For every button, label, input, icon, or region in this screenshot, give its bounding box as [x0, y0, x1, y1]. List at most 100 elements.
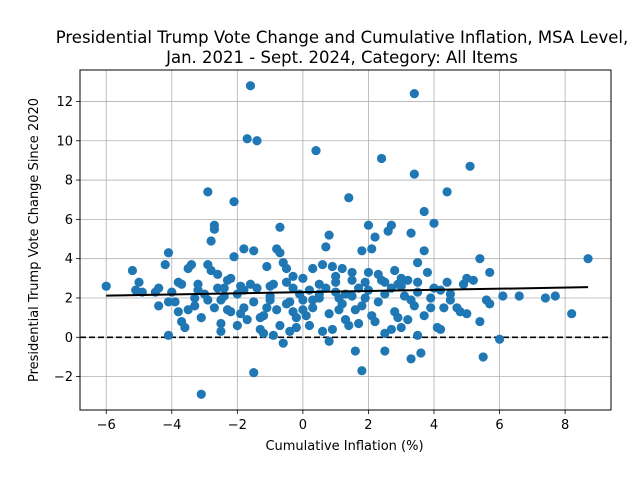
data-point: [396, 322, 406, 333]
data-point: [249, 297, 259, 307]
data-point: [327, 261, 337, 272]
data-point: [209, 303, 219, 313]
data-point: [357, 366, 367, 376]
data-point: [419, 311, 429, 321]
data-point: [344, 193, 354, 203]
y-tick-label: 0: [65, 331, 73, 346]
data-point: [406, 354, 416, 364]
data-point: [226, 307, 236, 317]
data-point: [324, 309, 334, 319]
data-point: [177, 279, 187, 289]
data-point: [567, 309, 577, 319]
data-point: [311, 145, 321, 156]
data-point: [347, 275, 357, 285]
data-point: [442, 187, 452, 197]
data-point: [334, 293, 344, 303]
y-tick-label: 10: [56, 134, 73, 149]
data-point: [134, 277, 144, 287]
chart-title-line-2: Jan. 2021 - Sept. 2024, Category: All It…: [165, 48, 518, 67]
x-tick-label: −2: [228, 418, 247, 433]
data-point: [308, 263, 318, 274]
data-point: [255, 324, 265, 335]
data-point: [229, 252, 239, 262]
data-point: [393, 279, 403, 289]
grid-lines: [80, 70, 611, 410]
data-point: [275, 320, 285, 331]
data-point: [403, 314, 413, 325]
data-point: [350, 346, 360, 356]
data-point: [455, 307, 465, 317]
data-point: [193, 279, 203, 289]
data-point: [409, 169, 419, 179]
data-point: [416, 348, 426, 358]
data-point: [272, 305, 282, 315]
y-tick-label: 12: [56, 95, 73, 110]
y-axis-label: Presidential Trump Vote Change Since 202…: [27, 98, 42, 382]
data-point: [435, 324, 446, 335]
data-point: [127, 265, 138, 276]
data-point: [426, 293, 436, 303]
data-point: [363, 267, 374, 278]
data-point: [390, 307, 400, 317]
y-axis-ticks: −2 0 2 4 6 8 10 12: [54, 95, 80, 385]
data-point: [252, 136, 262, 146]
data-point: [239, 303, 249, 313]
data-point: [465, 161, 475, 171]
data-point: [413, 258, 423, 268]
data-point: [154, 283, 164, 293]
data-point: [370, 316, 380, 327]
data-point: [288, 271, 298, 281]
data-point: [304, 285, 315, 295]
data-point: [347, 291, 357, 301]
data-point: [232, 320, 242, 331]
data-point: [252, 283, 262, 293]
data-point: [219, 283, 229, 293]
data-point: [468, 275, 478, 285]
data-point: [540, 293, 551, 303]
y-tick-label: 8: [65, 174, 73, 189]
data-point: [426, 303, 436, 313]
data-point: [173, 307, 183, 317]
data-point: [321, 242, 331, 252]
x-tick-label: 6: [495, 418, 503, 433]
data-point: [413, 287, 423, 297]
data-point: [170, 297, 180, 307]
data-point: [258, 311, 269, 321]
data-point: [265, 281, 275, 291]
y-tick-label: 2: [65, 291, 73, 306]
y-tick-label: 6: [65, 213, 73, 228]
data-point: [475, 316, 485, 327]
data-point: [494, 334, 505, 344]
data-point: [514, 291, 524, 301]
data-point: [485, 299, 495, 309]
data-point: [413, 277, 423, 287]
data-point: [386, 324, 396, 335]
chart-title-line-1: Presidential Trump Vote Change and Cumul…: [56, 28, 629, 47]
data-point: [390, 265, 400, 276]
data-point: [498, 291, 508, 301]
data-point: [206, 236, 216, 246]
data-point: [239, 244, 249, 254]
data-point: [419, 206, 429, 217]
data-point: [163, 330, 174, 340]
data-point: [262, 303, 272, 313]
data-point: [373, 297, 383, 307]
data-point: [281, 299, 292, 309]
data-point: [475, 254, 485, 264]
data-point: [196, 313, 206, 323]
data-point: [317, 326, 328, 336]
x-tick-label: −4: [162, 418, 181, 433]
data-point: [583, 254, 593, 264]
data-point: [222, 275, 233, 285]
data-point: [478, 352, 488, 362]
data-point: [203, 187, 213, 197]
data-point: [419, 246, 429, 256]
data-point: [298, 295, 308, 305]
data-point: [317, 259, 328, 270]
data-point: [281, 263, 292, 274]
data-point: [180, 322, 190, 333]
data-point: [242, 314, 252, 325]
plot-frame: [79, 69, 612, 411]
data-point: [301, 311, 311, 321]
